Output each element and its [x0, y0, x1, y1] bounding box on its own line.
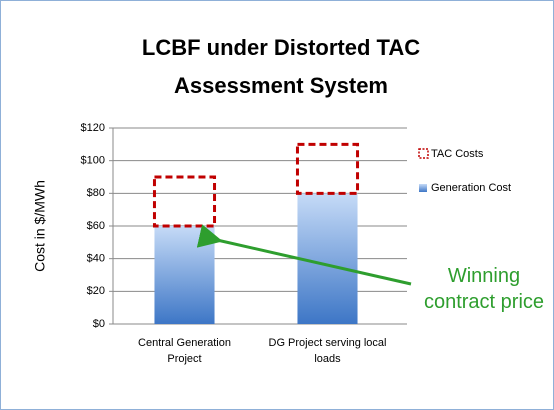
legend-swatch	[418, 148, 429, 159]
bar-segment	[154, 226, 215, 324]
chart-title: LCBF under Distorted TAC Assessment Syst…	[141, 35, 421, 98]
y-tick-label: $40	[87, 253, 105, 265]
annotation-arrow	[196, 224, 412, 286]
y-tick-label: $20	[87, 285, 105, 297]
annotation: Winning contract price	[423, 265, 545, 313]
legend-label: Generation Cost	[431, 182, 511, 194]
legend-swatch	[419, 184, 427, 192]
y-tick-label: $60	[87, 220, 105, 232]
bar-segment	[297, 193, 358, 324]
y-tick-label: $120	[81, 122, 105, 134]
bar-segment	[152, 175, 217, 228]
x-tick-label: DG Project serving local loads	[268, 337, 387, 365]
y-tick-label: $0	[93, 318, 105, 330]
legend-label: TAC Costs	[431, 148, 484, 160]
y-tick-label: $100	[81, 155, 105, 167]
x-tick-label: Central Generation Project	[138, 337, 231, 365]
y-axis-title: Cost in $/MWh	[32, 180, 48, 272]
bar-segment	[295, 142, 360, 195]
y-tick-label: $80	[87, 187, 105, 199]
